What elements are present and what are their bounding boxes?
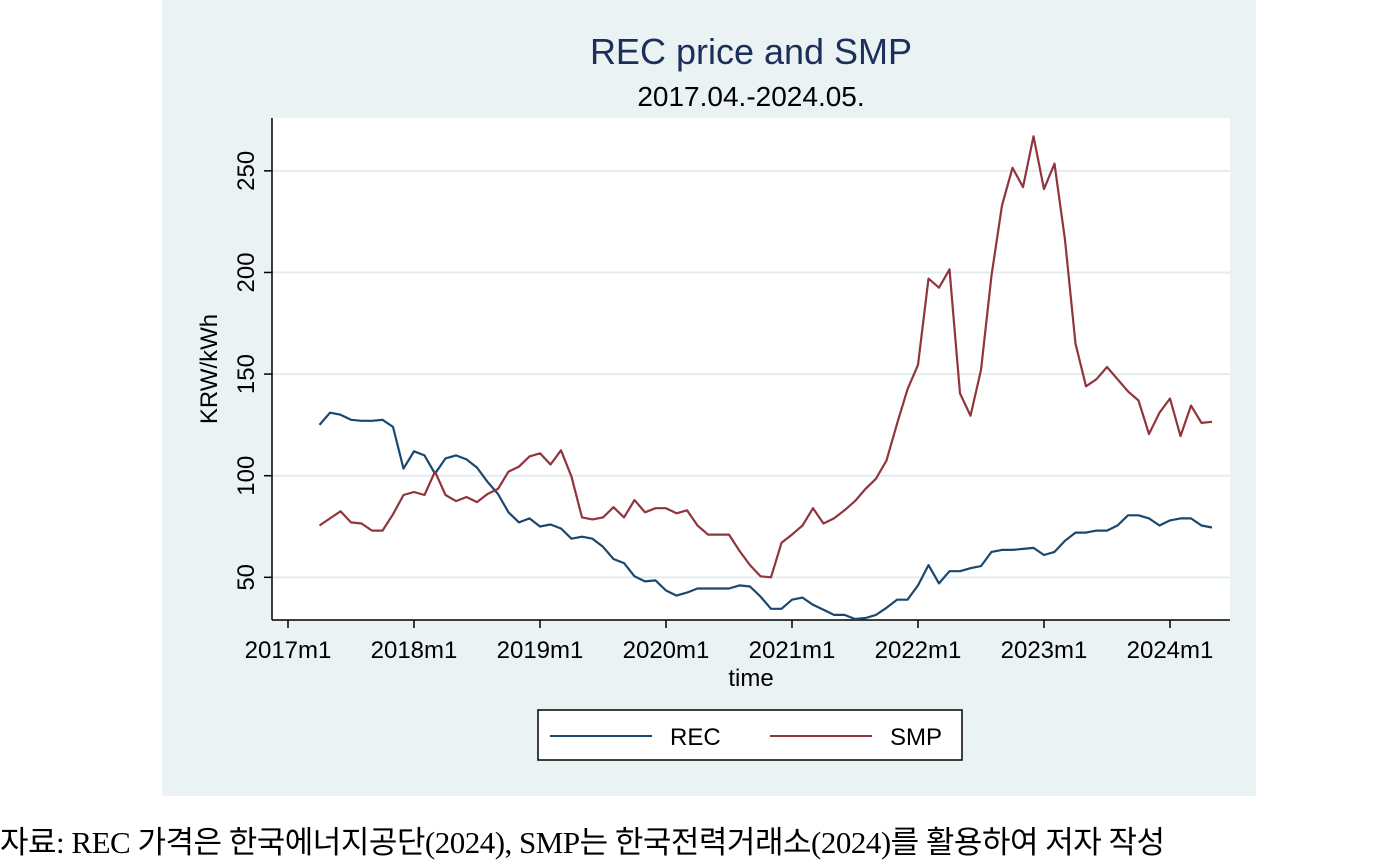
x-tick-label-2024m1: 2024m1 bbox=[1127, 637, 1214, 664]
legend: REC SMP bbox=[537, 709, 963, 761]
x-axis: 2017m1 2018m1 2019m1 2020m1 2021m1 2022m1 2023… bbox=[245, 619, 1230, 664]
y-tick-label-100: 100 bbox=[233, 456, 260, 496]
chart-panel: REC price and SMP 2017.04.-2024.05. 50 10… bbox=[162, 0, 1256, 796]
chart-subtitle: 2017.04.-2024.05. bbox=[637, 81, 864, 112]
chart-title: REC price and SMP bbox=[590, 31, 912, 72]
grid-lines bbox=[272, 169, 1230, 579]
y-tick-label-150: 150 bbox=[233, 354, 260, 394]
x-tick-label-2019m1: 2019m1 bbox=[497, 637, 584, 664]
y-axis-label: KRW/kWh bbox=[196, 314, 223, 424]
series-line-rec bbox=[318, 411, 1213, 621]
y-tick-label-50: 50 bbox=[233, 564, 260, 591]
x-tick-label-2020m1: 2020m1 bbox=[623, 637, 710, 664]
series-line-smp bbox=[318, 135, 1213, 579]
x-tick-label-2022m1: 2022m1 bbox=[875, 637, 962, 664]
x-axis-label: time bbox=[728, 665, 773, 692]
x-tick-label-2017m1: 2017m1 bbox=[245, 637, 332, 664]
y-tick-label-200: 200 bbox=[233, 252, 260, 292]
legend-label-rec: REC bbox=[670, 724, 721, 751]
line-chart: REC price and SMP 2017.04.-2024.05. 50 10… bbox=[196, 31, 1230, 761]
series-layer bbox=[318, 135, 1213, 621]
y-tick-label-250: 250 bbox=[233, 151, 260, 191]
source-note: 자료: REC 가격은 한국에너지공단(2024), SMP는 한국전력거래소(… bbox=[0, 825, 1165, 860]
legend-label-smp: SMP bbox=[890, 724, 942, 751]
x-tick-label-2018m1: 2018m1 bbox=[371, 637, 458, 664]
plot-area bbox=[272, 118, 1230, 620]
x-tick-label-2021m1: 2021m1 bbox=[749, 637, 836, 664]
x-tick-label-2023m1: 2023m1 bbox=[1001, 637, 1088, 664]
y-axis: 50 100 150 200 250 bbox=[233, 118, 273, 620]
